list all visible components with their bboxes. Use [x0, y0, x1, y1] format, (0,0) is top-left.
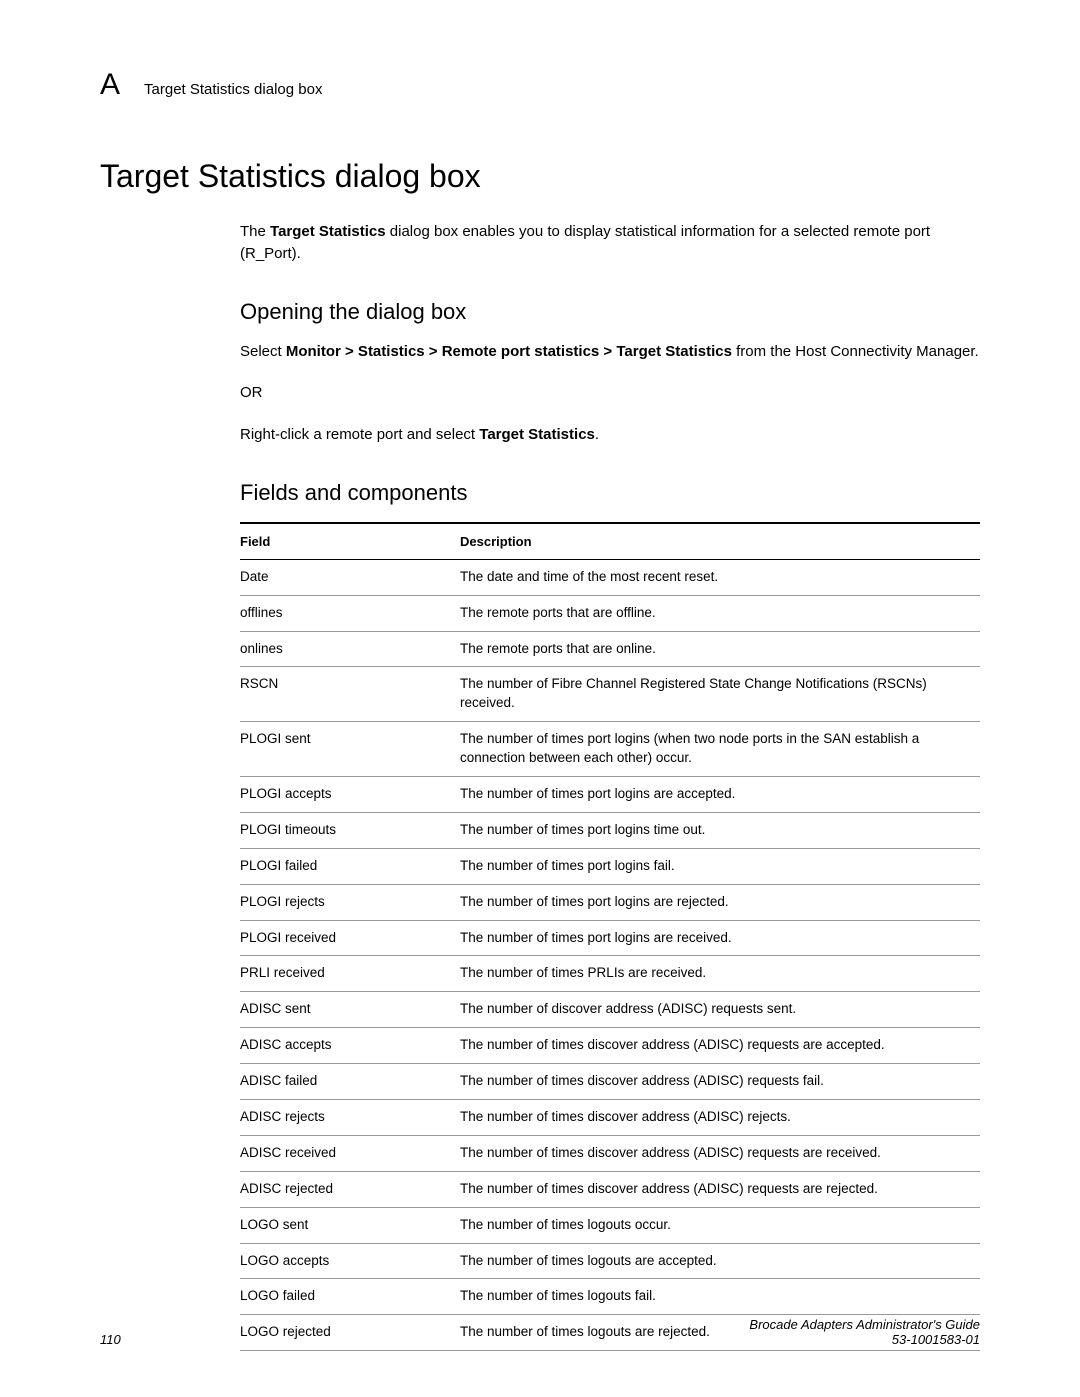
fields-table: Field Description DateThe date and time …: [240, 522, 980, 1351]
field-cell: offlines: [240, 595, 460, 631]
field-cell: ADISC failed: [240, 1064, 460, 1100]
field-cell: PLOGI timeouts: [240, 812, 460, 848]
table-row: PRLI receivedThe number of times PRLIs a…: [240, 956, 980, 992]
description-cell: The number of times logouts fail.: [460, 1279, 980, 1315]
page-number: 110: [100, 1332, 121, 1347]
opening-line2-bold: Target Statistics: [479, 426, 595, 443]
page-footer: 110 Brocade Adapters Administrator's Gui…: [100, 1317, 980, 1347]
description-cell: The number of times discover address (AD…: [460, 1100, 980, 1136]
table-row: PLOGI timeoutsThe number of times port l…: [240, 812, 980, 848]
field-cell: PRLI received: [240, 956, 460, 992]
field-cell: ADISC rejected: [240, 1171, 460, 1207]
field-cell: onlines: [240, 631, 460, 667]
table-row: ADISC acceptsThe number of times discove…: [240, 1028, 980, 1064]
footer-guide: Brocade Adapters Administrator's Guide: [749, 1317, 980, 1332]
table-row: PLOGI sentThe number of times port login…: [240, 722, 980, 777]
description-cell: The number of Fibre Channel Registered S…: [460, 667, 980, 722]
col-description: Description: [460, 523, 980, 560]
table-row: ADISC rejectedThe number of times discov…: [240, 1171, 980, 1207]
table-row: offlinesThe remote ports that are offlin…: [240, 595, 980, 631]
description-cell: The number of discover address (ADISC) r…: [460, 992, 980, 1028]
description-cell: The number of times port logins are acce…: [460, 776, 980, 812]
table-row: ADISC sentThe number of discover address…: [240, 992, 980, 1028]
footer-docnum: 53-1001583-01: [892, 1332, 980, 1347]
description-cell: The number of times port logins are rece…: [460, 920, 980, 956]
header-section-name: Target Statistics dialog box: [144, 81, 322, 98]
intro-bold: Target Statistics: [270, 223, 386, 240]
description-cell: The number of times PRLIs are received.: [460, 956, 980, 992]
table-header-row: Field Description: [240, 523, 980, 560]
field-cell: PLOGI received: [240, 920, 460, 956]
description-cell: The number of times discover address (AD…: [460, 1171, 980, 1207]
page-title: Target Statistics dialog box: [100, 158, 980, 195]
opening-heading: Opening the dialog box: [240, 299, 980, 325]
description-cell: The number of times port logins are reje…: [460, 884, 980, 920]
table-row: ADISC rejectsThe number of times discove…: [240, 1100, 980, 1136]
opening-or: OR: [240, 382, 980, 404]
table-row: DateThe date and time of the most recent…: [240, 559, 980, 595]
field-cell: PLOGI rejects: [240, 884, 460, 920]
opening-line2-pre: Right-click a remote port and select: [240, 426, 479, 443]
description-cell: The number of times discover address (AD…: [460, 1028, 980, 1064]
field-cell: RSCN: [240, 667, 460, 722]
description-cell: The date and time of the most recent res…: [460, 559, 980, 595]
field-cell: LOGO sent: [240, 1207, 460, 1243]
intro-paragraph: The Target Statistics dialog box enables…: [240, 221, 980, 265]
opening-line2: Right-click a remote port and select Tar…: [240, 424, 980, 446]
table-row: ADISC failedThe number of times discover…: [240, 1064, 980, 1100]
table-row: PLOGI rejectsThe number of times port lo…: [240, 884, 980, 920]
description-cell: The number of times port logins fail.: [460, 848, 980, 884]
description-cell: The number of times logouts occur.: [460, 1207, 980, 1243]
footer-right: Brocade Adapters Administrator's Guide 5…: [749, 1317, 980, 1347]
field-cell: LOGO failed: [240, 1279, 460, 1315]
field-cell: PLOGI accepts: [240, 776, 460, 812]
opening-line1-pre: Select: [240, 343, 286, 360]
field-cell: ADISC sent: [240, 992, 460, 1028]
field-cell: ADISC accepts: [240, 1028, 460, 1064]
description-cell: The number of times port logins time out…: [460, 812, 980, 848]
field-cell: LOGO accepts: [240, 1243, 460, 1279]
field-cell: PLOGI sent: [240, 722, 460, 777]
page-header: A Target Statistics dialog box: [100, 68, 980, 102]
description-cell: The number of times port logins (when tw…: [460, 722, 980, 777]
field-cell: PLOGI failed: [240, 848, 460, 884]
table-row: onlinesThe remote ports that are online.: [240, 631, 980, 667]
field-cell: ADISC rejects: [240, 1100, 460, 1136]
description-cell: The remote ports that are offline.: [460, 595, 980, 631]
field-cell: ADISC received: [240, 1135, 460, 1171]
table-row: LOGO failedThe number of times logouts f…: [240, 1279, 980, 1315]
opening-line1-bold: Monitor > Statistics > Remote port stati…: [286, 343, 732, 360]
opening-line1: Select Monitor > Statistics > Remote por…: [240, 341, 980, 363]
table-row: PLOGI receivedThe number of times port l…: [240, 920, 980, 956]
description-cell: The number of times discover address (AD…: [460, 1064, 980, 1100]
table-row: LOGO sentThe number of times logouts occ…: [240, 1207, 980, 1243]
intro-pre: The: [240, 223, 270, 240]
table-row: PLOGI failedThe number of times port log…: [240, 848, 980, 884]
appendix-letter: A: [100, 68, 120, 102]
description-cell: The number of times logouts are accepted…: [460, 1243, 980, 1279]
field-cell: Date: [240, 559, 460, 595]
description-cell: The number of times discover address (AD…: [460, 1135, 980, 1171]
opening-line2-post: .: [595, 426, 599, 443]
table-row: PLOGI acceptsThe number of times port lo…: [240, 776, 980, 812]
fields-heading: Fields and components: [240, 480, 980, 506]
table-row: ADISC receivedThe number of times discov…: [240, 1135, 980, 1171]
col-field: Field: [240, 523, 460, 560]
table-row: RSCNThe number of Fibre Channel Register…: [240, 667, 980, 722]
table-row: LOGO acceptsThe number of times logouts …: [240, 1243, 980, 1279]
opening-line1-post: from the Host Connectivity Manager.: [732, 343, 979, 360]
description-cell: The remote ports that are online.: [460, 631, 980, 667]
